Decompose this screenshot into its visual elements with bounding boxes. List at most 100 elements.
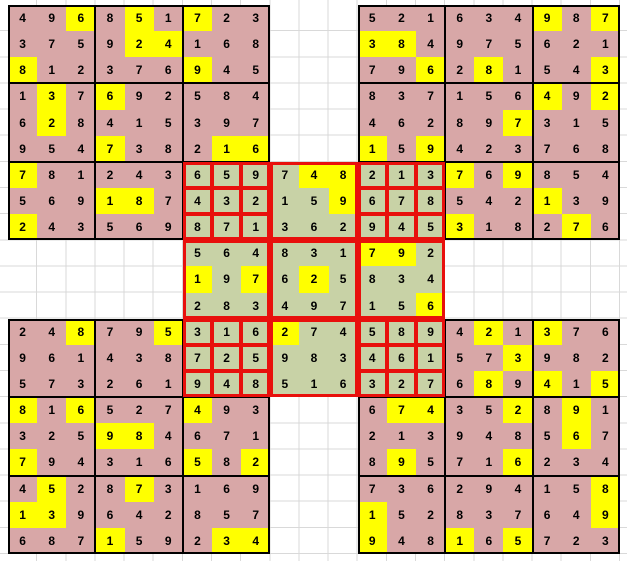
top-left-cell-r7c0[interactable]: 5 [19,194,26,209]
top-right-cell-r1c7[interactable]: 2 [572,37,580,52]
center-cell-r0c8[interactable]: 3 [427,167,434,182]
center-cell-r8c8[interactable]: 7 [427,377,434,392]
top-left-cell-r5c0[interactable]: 9 [19,141,26,156]
top-left-cell-r5c7[interactable]: 1 [223,141,230,156]
bottom-right-cell-r4c7[interactable]: 6 [572,429,580,444]
top-right-cell-r7c6[interactable]: 1 [543,194,551,209]
top-right-cell-r1c6[interactable]: 6 [543,37,551,52]
top-left-cell-r1c2[interactable]: 5 [77,37,85,52]
top-right-cell-r5c1[interactable]: 5 [398,141,405,156]
bottom-right-cell-r8c7[interactable]: 2 [572,533,580,548]
center-cell-r2c1[interactable]: 7 [223,220,230,235]
top-left-cell-r6c3[interactable]: 2 [106,167,114,182]
top-right-cell-r8c4[interactable]: 1 [485,220,493,235]
bottom-right-cell-r3c4[interactable]: 5 [485,403,493,418]
bottom-right-cell-r4c8[interactable]: 7 [602,429,609,444]
top-left-cell-r0c8[interactable]: 3 [252,11,260,26]
bottom-right-cell-r5c7[interactable]: 3 [572,455,580,470]
top-left-cell-r4c3[interactable]: 4 [106,115,114,130]
bottom-left-cell-r5c4[interactable]: 1 [135,455,143,470]
bottom-left-cell-r4c1[interactable]: 2 [48,429,56,444]
bottom-left-cell-r6c1[interactable]: 5 [48,481,56,496]
top-left-cell-r3c8[interactable]: 4 [252,89,260,104]
top-right-cell-r7c4[interactable]: 4 [485,194,493,209]
bottom-left-cell-r7c1[interactable]: 3 [48,507,56,522]
center-cell-r6c8[interactable]: 9 [427,324,434,339]
top-right-cell-r5c7[interactable]: 6 [572,141,580,156]
top-left-cell-r3c5[interactable]: 2 [164,89,172,104]
top-right-cell-r4c7[interactable]: 1 [572,115,580,130]
center-cell-r4c7[interactable]: 3 [398,272,405,287]
bottom-left-cell-r1c1[interactable]: 6 [48,350,56,365]
top-left-cell-r4c4[interactable]: 1 [135,115,143,130]
bottom-right-cell-r6c8[interactable]: 8 [602,481,609,496]
top-left-cell-r1c0[interactable]: 3 [19,37,26,52]
center-cell-r1c4[interactable]: 5 [310,194,318,209]
bottom-right-cell-r5c5[interactable]: 6 [514,455,522,470]
center-cell-r0c7[interactable]: 1 [398,167,405,182]
bottom-right-cell-r8c5[interactable]: 5 [514,533,522,548]
bottom-left-cell-r6c8[interactable]: 9 [252,481,260,496]
top-left-cell-r3c6[interactable]: 5 [194,89,201,104]
bottom-right-cell-r6c1[interactable]: 3 [398,481,405,496]
bottom-left-cell-r3c1[interactable]: 1 [48,403,56,418]
bottom-left-cell-r2c4[interactable]: 6 [135,377,143,392]
bottom-left-cell-r3c3[interactable]: 5 [106,403,114,418]
center-cell-r3c2[interactable]: 4 [252,246,260,261]
top-left-cell-r1c7[interactable]: 6 [223,37,230,52]
top-left-cell-r0c0[interactable]: 4 [19,11,26,26]
top-left-cell-r6c2[interactable]: 1 [77,167,85,182]
top-right-cell-r5c5[interactable]: 3 [514,141,522,156]
top-right-cell-r3c6[interactable]: 4 [543,89,551,104]
bottom-left-cell-r3c8[interactable]: 3 [252,403,260,418]
top-left-cell-r7c5[interactable]: 7 [164,194,172,209]
center-cell-r2c0[interactable]: 8 [194,220,201,235]
center-cell-r2c7[interactable]: 4 [398,220,405,235]
top-right-cell-r1c3[interactable]: 9 [456,37,464,52]
top-left-cell-r2c8[interactable]: 5 [252,63,260,78]
bottom-left-cell-r7c8[interactable]: 7 [252,507,260,522]
top-right-cell-r5c4[interactable]: 2 [485,141,493,156]
bottom-left-cell-r4c4[interactable]: 8 [135,429,143,444]
center-cell-r1c5[interactable]: 9 [339,194,347,209]
bottom-right-cell-r1c7[interactable]: 8 [572,350,580,365]
top-left-cell-r1c1[interactable]: 7 [48,37,56,52]
center-cell-r4c6[interactable]: 8 [368,272,376,287]
bottom-left-cell-r2c2[interactable]: 3 [77,377,85,392]
bottom-right-cell-r3c7[interactable]: 9 [572,403,580,418]
bottom-left-cell-r8c0[interactable]: 6 [19,533,26,548]
top-left-cell-r6c5[interactable]: 3 [164,167,172,182]
top-left-cell-r1c6[interactable]: 1 [194,37,201,52]
top-right-cell-r2c7[interactable]: 4 [572,63,580,78]
center-cell-r8c2[interactable]: 8 [252,377,260,392]
center-cell-r6c5[interactable]: 4 [339,324,347,339]
top-right-cell-r8c6[interactable]: 2 [543,220,551,235]
top-left-cell-r3c1[interactable]: 3 [48,89,56,104]
bottom-left-cell-r7c0[interactable]: 1 [19,507,26,522]
center-cell-r8c0[interactable]: 9 [194,377,201,392]
center-cell-r5c2[interactable]: 3 [252,298,260,313]
top-left-cell-r2c7[interactable]: 4 [223,63,230,78]
center-cell-r5c7[interactable]: 5 [398,298,405,313]
center-cell-r6c3[interactable]: 2 [281,324,289,339]
center-cell-r8c7[interactable]: 2 [398,377,405,392]
bottom-right-cell-r3c2[interactable]: 4 [427,403,434,418]
top-right-cell-r2c8[interactable]: 3 [602,63,609,78]
center-cell-r8c3[interactable]: 5 [281,377,289,392]
center-cell-r1c0[interactable]: 4 [194,194,201,209]
bottom-left-cell-r0c5[interactable]: 5 [164,324,172,339]
top-right-cell-r0c1[interactable]: 2 [398,11,405,26]
bottom-right-cell-r7c2[interactable]: 2 [427,507,434,522]
top-left-cell-r2c6[interactable]: 9 [194,63,201,78]
bottom-left-cell-r5c7[interactable]: 8 [223,455,230,470]
bottom-left-cell-r5c8[interactable]: 2 [252,455,260,470]
top-right-cell-r8c3[interactable]: 3 [456,220,464,235]
bottom-right-cell-r2c3[interactable]: 6 [456,377,464,392]
center-cell-r2c8[interactable]: 5 [427,220,434,235]
bottom-left-cell-r2c0[interactable]: 5 [19,377,26,392]
bottom-left-cell-r6c2[interactable]: 2 [77,481,85,496]
bottom-right-cell-r5c0[interactable]: 8 [368,455,376,470]
center-cell-r6c6[interactable]: 5 [368,324,376,339]
center-cell-r6c4[interactable]: 7 [310,324,318,339]
bottom-right-cell-r2c8[interactable]: 5 [602,377,609,392]
